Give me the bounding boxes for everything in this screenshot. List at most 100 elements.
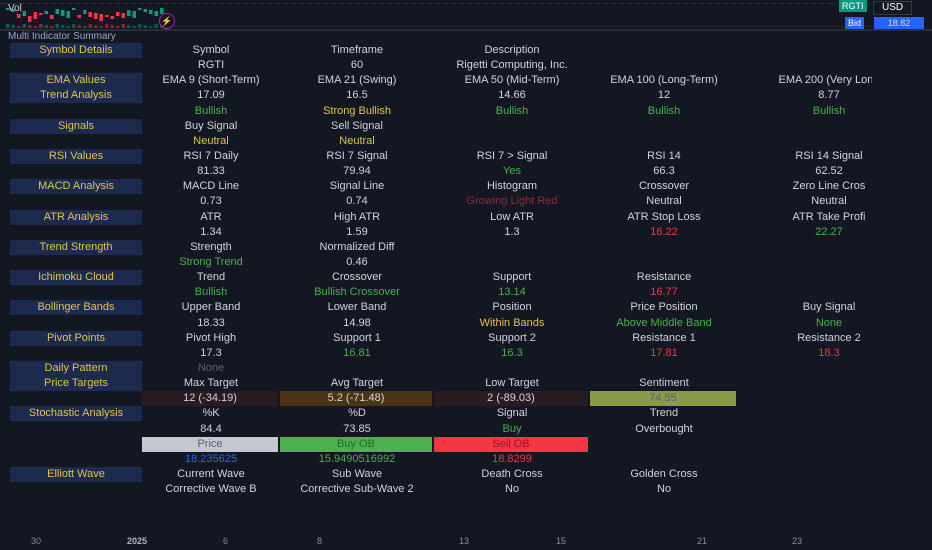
candle <box>149 10 153 14</box>
table-cell: Resistance 1 <box>632 331 696 344</box>
table-row: Pivot Points Pivot High Support 1 Support 2… <box>0 330 872 346</box>
candle <box>154 11 158 16</box>
table-cell: 60 <box>350 59 364 72</box>
table-cell: Crossover <box>638 180 690 193</box>
candle <box>72 8 76 10</box>
table-cell: Above Middle Band <box>616 316 712 329</box>
table-cell: RSI 14 Signal <box>795 149 863 162</box>
candle <box>94 13 98 19</box>
table-cell: Bullish Crossover <box>314 286 400 299</box>
volume-bar <box>88 24 92 28</box>
table-cell: Price <box>142 436 278 452</box>
table-cell: 1.3 <box>504 225 520 238</box>
section-label: Stochastic Analysis <box>10 406 142 422</box>
table-cell: Avg Target <box>330 377 384 390</box>
candle <box>99 14 103 21</box>
candle <box>121 13 125 18</box>
volume-bar <box>39 24 43 28</box>
candle <box>66 11 70 18</box>
volume-bar <box>50 26 54 28</box>
table-cell: Neutral <box>646 195 682 208</box>
section-label: Trend Strength <box>10 239 142 255</box>
bid-price-badge: 18.82 <box>874 17 924 29</box>
time-axis-label: 15 <box>556 536 567 546</box>
table-cell: Sub Wave <box>331 467 383 480</box>
table-cell: 13.14 <box>498 286 526 299</box>
lightning-icon[interactable]: ⚡ <box>159 13 175 29</box>
volume-bar <box>33 26 37 28</box>
table-cell: Upper Band <box>181 301 241 314</box>
table-cell: 16.81 <box>343 346 371 359</box>
table-row: ATR Analysis ATR High ATR Low ATR ATR Stop L… <box>0 209 872 225</box>
table-cell: RSI 14 <box>647 149 681 162</box>
currency-selector[interactable]: USD <box>873 1 913 15</box>
table-row: Elliott Wave Current Wave Sub Wave Death Cr… <box>0 466 872 482</box>
table-cell: 1.34 <box>200 225 222 238</box>
section-label: Symbol Details <box>10 43 142 58</box>
section-label: Elliott Wave <box>10 466 142 482</box>
table-row: 1.34 1.59 1.3 16.22 22.27 <box>0 225 872 240</box>
table-cell: Max Target <box>183 377 239 390</box>
table-row: 84.4 73.85 Buy Overbought <box>0 422 872 437</box>
table-cell: Low ATR <box>490 210 534 223</box>
table-cell: Symbol <box>192 44 230 56</box>
table-cell: 1.59 <box>346 225 368 238</box>
section-label: Trend Analysis <box>10 88 142 104</box>
table-cell: Neutral <box>811 195 847 208</box>
table-cell: 18.3 <box>818 346 840 359</box>
volume-bar <box>61 25 65 28</box>
table-row: 81.33 79.94 Yes 66.3 62.52 <box>0 164 872 179</box>
candle <box>132 11 136 18</box>
volume-bar <box>28 25 32 28</box>
candle <box>83 10 87 14</box>
table-cell: Yes <box>503 165 521 178</box>
table-cell: Low Target <box>485 377 539 390</box>
table-cell: 17.81 <box>650 346 678 359</box>
candle <box>61 10 65 16</box>
candle <box>44 11 48 14</box>
table-cell: RSI 7 > Signal <box>476 149 548 162</box>
table-cell: Bullish <box>647 104 681 117</box>
table-row: Stochastic Analysis %K %D Signal Trend <box>0 406 872 422</box>
table-cell: Growing Light Red <box>466 195 558 208</box>
volume-bar <box>44 25 48 28</box>
candle <box>110 16 114 19</box>
candle <box>17 14 21 18</box>
table-row: Corrective Wave B Corrective Sub-Wave 2 No… <box>0 482 872 497</box>
table-cell: Overbought <box>635 422 693 435</box>
section-label: MACD Analysis <box>10 179 142 195</box>
table-cell: Signal <box>496 407 528 420</box>
table-cell: Sell OB <box>434 436 588 452</box>
price-chart-strip[interactable]: Vol ⚡ RGTI USD Bid 18.82 <box>0 0 932 31</box>
table-cell: RSI 7 Signal <box>326 149 388 162</box>
candle <box>105 15 109 17</box>
table-row: 18.235625 15.9490516992 18.8299 <box>0 452 872 467</box>
table-cell: 17.09 <box>197 89 225 102</box>
table-cell: Lower Band <box>327 301 387 314</box>
table-cell: 16.77 <box>650 286 678 299</box>
volume-bar <box>143 25 147 28</box>
table-cell: Buy Signal <box>184 119 238 132</box>
time-axis-label: 21 <box>697 536 708 546</box>
table-cell: 16.5 <box>346 89 368 102</box>
section-label: EMA Values <box>10 73 142 89</box>
section-label: RSI Values <box>10 148 142 164</box>
table-cell: MACD Line <box>182 180 240 193</box>
table-cell: EMA 100 (Long-Term) <box>610 74 718 87</box>
table-cell: 18.8299 <box>492 452 532 465</box>
table-cell: Zero Line Cros <box>792 180 866 193</box>
volume-indicator-label: Vol <box>8 3 22 14</box>
indicator-summary-table: Symbol Details Symbol Timeframe Description… <box>0 43 872 497</box>
table-cell: 73.85 <box>343 422 371 435</box>
table-cell: 12 (-34.19) <box>142 391 278 407</box>
volume-bar <box>154 24 158 28</box>
volume-bar <box>11 25 15 28</box>
volume-bar <box>127 25 131 28</box>
table-cell: 62.52 <box>815 165 843 178</box>
section-label: Ichimoku Cloud <box>10 270 142 286</box>
table-row: Price Targets Max Target Avg Target Low Tar… <box>0 376 872 392</box>
table-cell: Description <box>484 44 540 56</box>
table-cell: Current Wave <box>177 467 245 480</box>
candle <box>22 11 26 16</box>
table-cell: 8.77 <box>818 89 840 102</box>
